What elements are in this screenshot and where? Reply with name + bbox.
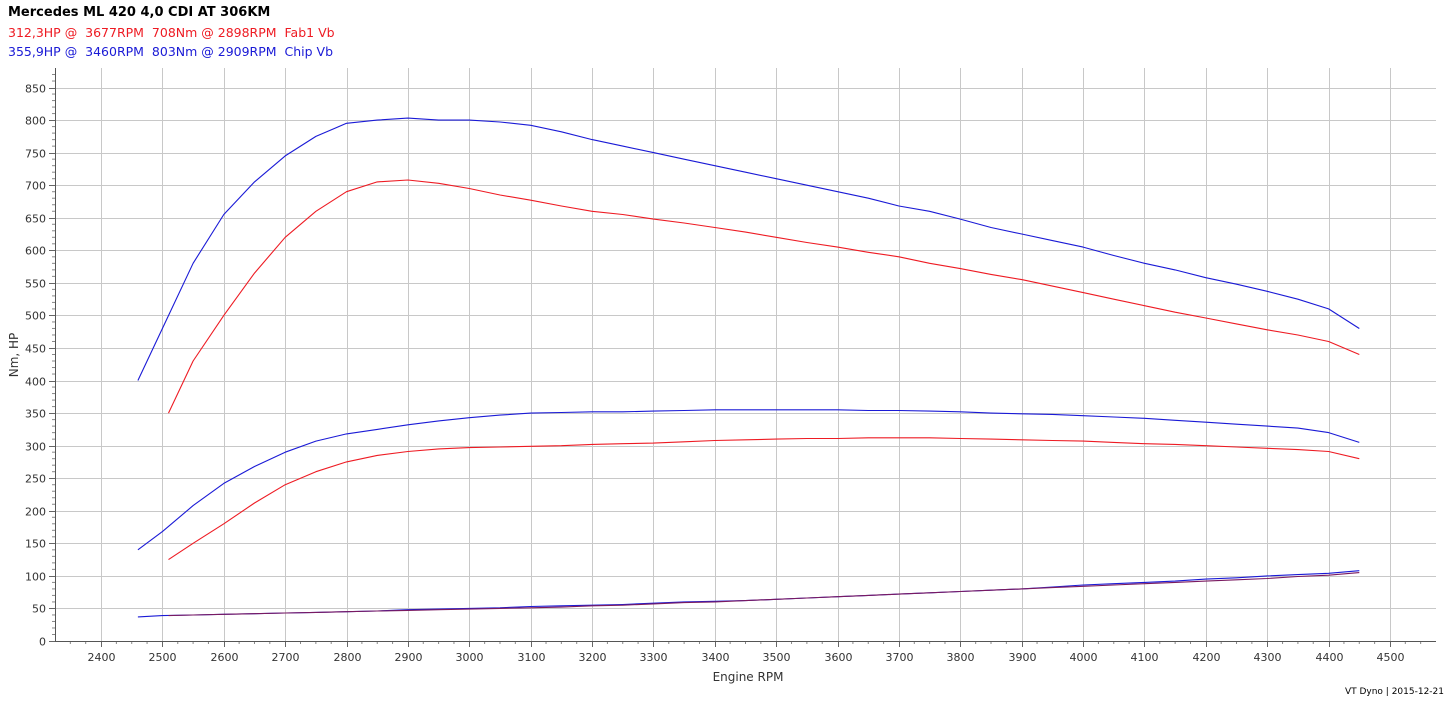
series-line-chip-power <box>137 409 1360 551</box>
x-tick-label: 3900 <box>1009 651 1037 664</box>
x-tick-label: 3000 <box>456 651 484 664</box>
x-tick-label: 2500 <box>149 651 177 664</box>
series-line-fab-torque <box>168 179 1360 414</box>
x-tick-label: 3200 <box>579 651 607 664</box>
fab-summary: 312,3HP @ 3677RPM 708Nm @ 2898RPM Fab1 V… <box>8 25 335 40</box>
y-tick-label: 750 <box>25 148 46 161</box>
y-tick-label: 550 <box>25 278 46 291</box>
y-tick-label: 0 <box>39 636 46 649</box>
y-tick-label: 300 <box>25 441 46 454</box>
x-tick-label: 2700 <box>272 651 300 664</box>
x-tick-label: 4500 <box>1377 651 1405 664</box>
x-tick-label: 4200 <box>1193 651 1221 664</box>
chip-summary: 355,9HP @ 3460RPM 803Nm @ 2909RPM Chip V… <box>8 44 334 59</box>
series-group <box>137 117 1360 618</box>
x-tick-label: 3100 <box>518 651 546 664</box>
x-tick-label: 3700 <box>886 651 914 664</box>
series-line-fab-loss <box>168 572 1360 617</box>
x-tick-label: 4100 <box>1131 651 1159 664</box>
series-line-chip-torque <box>137 117 1360 381</box>
y-tick-label: 100 <box>25 571 46 584</box>
y-axis-label: Nm, HP <box>7 333 21 378</box>
y-tick-label: 250 <box>25 473 46 486</box>
y-tick-label: 50 <box>32 603 46 616</box>
chart-title: Mercedes ML 420 4,0 CDI AT 306KM <box>8 5 271 20</box>
x-tick-label: 3400 <box>702 651 730 664</box>
y-tick-label: 700 <box>25 180 46 193</box>
y-tick-label: 350 <box>25 408 46 421</box>
x-axis-label: Engine RPM <box>713 670 784 684</box>
x-tick-label: 2900 <box>395 651 423 664</box>
series-line-chip-loss <box>137 570 1360 618</box>
x-tick-label: 2400 <box>88 651 116 664</box>
x-tick-label: 3600 <box>825 651 853 664</box>
x-tick-label: 3300 <box>640 651 668 664</box>
y-tick-label: 600 <box>25 245 46 258</box>
x-tick-label: 2600 <box>211 651 239 664</box>
y-tick-label: 500 <box>25 310 46 323</box>
x-tick-label: 2800 <box>334 651 362 664</box>
x-tick-label: 4300 <box>1254 651 1282 664</box>
axes: 2400 2500 2600 2700 2800 2900 3000 3100 3200 3300… <box>25 68 1436 664</box>
grid <box>55 68 1436 642</box>
y-tick-label: 200 <box>25 506 46 519</box>
series-line-fab-power <box>168 437 1360 561</box>
x-tick-label: 4000 <box>1070 651 1098 664</box>
y-tick-label: 150 <box>25 538 46 551</box>
x-tick-label: 4400 <box>1316 651 1344 664</box>
x-tick-label: 3800 <box>947 651 975 664</box>
y-tick-label: 450 <box>25 343 46 356</box>
y-tick-label: 850 <box>25 83 46 96</box>
y-tick-label: 650 <box>25 213 46 226</box>
y-tick-label: 800 <box>25 115 46 128</box>
y-tick-label: 400 <box>25 376 46 389</box>
x-tick-label: 3500 <box>763 651 791 664</box>
footer-credit: VT Dyno | 2015-12-21 <box>1344 687 1444 697</box>
